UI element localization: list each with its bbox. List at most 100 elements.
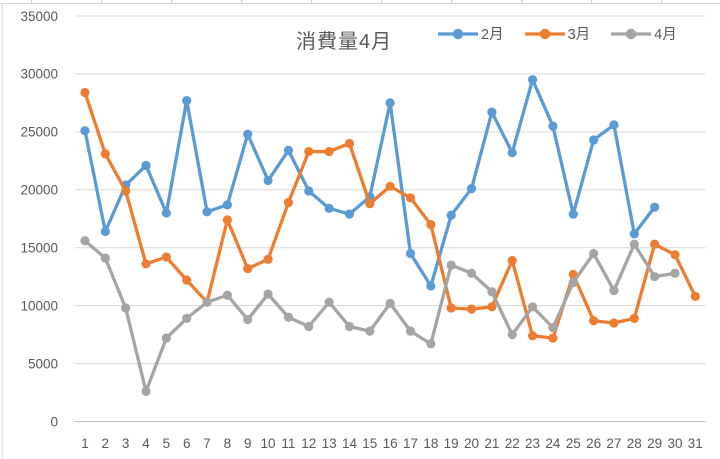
marker-3月-day13[interactable] bbox=[324, 146, 334, 157]
x-axis-label-12: 12 bbox=[301, 436, 316, 451]
marker-4月-day4[interactable] bbox=[141, 386, 151, 396]
marker-2月-day29[interactable] bbox=[650, 202, 660, 212]
y-axis-label-5000: 5000 bbox=[28, 356, 58, 371]
marker-4月-day20[interactable] bbox=[466, 268, 477, 278]
marker-3月-day27[interactable] bbox=[609, 318, 619, 328]
marker-2月-day18[interactable] bbox=[426, 281, 436, 291]
marker-2月-day14[interactable] bbox=[344, 209, 355, 219]
x-axis-labels: 1 2 3 4 5 6 7 8 9 10 11 12 13 14 15 16 17 18 19 20 21 22 23 24 2… bbox=[81, 436, 703, 451]
marker-3月-day24[interactable] bbox=[548, 333, 558, 343]
marker-4月-day22[interactable] bbox=[507, 330, 517, 340]
marker-3月-day3[interactable] bbox=[121, 186, 131, 196]
marker-4月-day2[interactable] bbox=[100, 253, 110, 263]
marker-2月-day5[interactable] bbox=[161, 208, 171, 218]
series-line-4月[interactable] bbox=[83, 239, 677, 394]
marker-2月-day12[interactable] bbox=[304, 186, 314, 196]
marker-4月-day28[interactable] bbox=[629, 239, 639, 249]
marker-2月-day8[interactable] bbox=[222, 200, 232, 210]
plot-area[interactable] bbox=[75, 16, 706, 422]
marker-3月-day31[interactable] bbox=[690, 291, 700, 301]
marker-2月-day27[interactable] bbox=[609, 120, 619, 130]
marker-3月-day19[interactable] bbox=[446, 303, 456, 313]
marker-3月-day5[interactable] bbox=[161, 252, 171, 262]
marker-4月-day14[interactable] bbox=[344, 321, 355, 332]
marker-4月-day27[interactable] bbox=[609, 285, 619, 296]
marker-2月-day21[interactable] bbox=[487, 107, 497, 117]
marker-3月-day29[interactable] bbox=[650, 239, 660, 249]
marker-2月-day22[interactable] bbox=[507, 148, 517, 158]
chart-title[interactable]: 消費量4月 bbox=[296, 31, 393, 53]
marker-3月-day26[interactable] bbox=[588, 316, 599, 326]
marker-2月-day10[interactable] bbox=[263, 175, 273, 186]
marker-4月-day3[interactable] bbox=[121, 303, 131, 313]
marker-3月-day30[interactable] bbox=[670, 250, 680, 260]
marker-2月-day28[interactable] bbox=[629, 229, 639, 239]
marker-4月-day24[interactable] bbox=[548, 323, 558, 333]
marker-3月-day17[interactable] bbox=[405, 193, 416, 203]
marker-3月-day12[interactable] bbox=[304, 146, 314, 157]
marker-2月-day25[interactable] bbox=[568, 209, 578, 219]
marker-4月-day10[interactable] bbox=[263, 289, 273, 299]
marker-3月-day1[interactable] bbox=[80, 87, 90, 98]
legend-item-apr[interactable]: 4月 bbox=[611, 23, 677, 44]
marker-4月-day5[interactable] bbox=[161, 333, 171, 343]
marker-4月-day6[interactable] bbox=[182, 313, 192, 323]
marker-3月-day28[interactable] bbox=[629, 313, 639, 323]
marker-4月-day19[interactable] bbox=[446, 260, 456, 270]
marker-2月-day4[interactable] bbox=[141, 160, 151, 171]
marker-4月-day18[interactable] bbox=[426, 339, 436, 349]
marker-3月-day15[interactable] bbox=[365, 199, 375, 209]
marker-3月-day16[interactable] bbox=[385, 181, 395, 191]
x-axis-label-28: 28 bbox=[627, 436, 642, 451]
marker-3月-day10[interactable] bbox=[263, 254, 273, 264]
marker-3月-day4[interactable] bbox=[141, 259, 151, 269]
marker-2月-day24[interactable] bbox=[548, 121, 558, 131]
marker-4月-day15[interactable] bbox=[365, 326, 375, 336]
marker-3月-day2[interactable] bbox=[100, 149, 110, 159]
marker-3月-day6[interactable] bbox=[182, 275, 192, 285]
marker-2月-day23[interactable] bbox=[527, 75, 538, 85]
marker-2月-day11[interactable] bbox=[283, 145, 294, 155]
marker-2月-day7[interactable] bbox=[202, 207, 212, 217]
legend-item-feb[interactable]: 2月 bbox=[438, 23, 504, 44]
marker-4月-day21[interactable] bbox=[487, 287, 497, 297]
marker-4月-day8[interactable] bbox=[222, 290, 232, 300]
marker-2月-day17[interactable] bbox=[405, 248, 416, 259]
marker-3月-day23[interactable] bbox=[527, 331, 538, 341]
marker-4月-day7[interactable] bbox=[202, 297, 212, 307]
marker-3月-day9[interactable] bbox=[243, 263, 253, 274]
marker-3月-day11[interactable] bbox=[283, 197, 294, 208]
marker-2月-day1[interactable] bbox=[80, 126, 90, 136]
marker-4月-day12[interactable] bbox=[304, 321, 314, 332]
marker-3月-day21[interactable] bbox=[487, 302, 497, 312]
marker-2月-day19[interactable] bbox=[446, 210, 456, 220]
marker-3月-day18[interactable] bbox=[426, 219, 436, 230]
marker-4月-day1[interactable] bbox=[80, 236, 90, 246]
x-axis-label-2: 2 bbox=[102, 436, 110, 451]
x-axis-label-26: 26 bbox=[586, 436, 601, 451]
marker-2月-day26[interactable] bbox=[588, 135, 599, 145]
marker-4月-day26[interactable] bbox=[588, 248, 599, 259]
marker-3月-day20[interactable] bbox=[466, 304, 477, 314]
marker-2月-day20[interactable] bbox=[466, 184, 477, 194]
marker-2月-day9[interactable] bbox=[243, 129, 253, 139]
marker-4月-day11[interactable] bbox=[283, 312, 294, 322]
marker-2月-day2[interactable] bbox=[100, 226, 110, 237]
marker-4月-day16[interactable] bbox=[385, 298, 395, 308]
marker-3月-day14[interactable] bbox=[344, 138, 355, 149]
marker-4月-day17[interactable] bbox=[405, 326, 416, 336]
marker-4月-day29[interactable] bbox=[650, 272, 660, 282]
legend-item-mar[interactable]: 3月 bbox=[524, 23, 590, 44]
marker-4月-day25[interactable] bbox=[568, 277, 578, 288]
marker-2月-day16[interactable] bbox=[385, 98, 395, 108]
marker-4月-day30[interactable] bbox=[670, 268, 680, 278]
x-axis-label-4: 4 bbox=[142, 436, 150, 451]
marker-2月-day6[interactable] bbox=[182, 95, 192, 106]
marker-4月-day13[interactable] bbox=[324, 297, 334, 307]
marker-4月-day23[interactable] bbox=[527, 302, 538, 312]
marker-2月-day13[interactable] bbox=[324, 203, 334, 213]
marker-3月-day22[interactable] bbox=[507, 255, 517, 266]
marker-4月-day9[interactable] bbox=[243, 314, 253, 325]
marker-3月-day8[interactable] bbox=[222, 215, 232, 225]
